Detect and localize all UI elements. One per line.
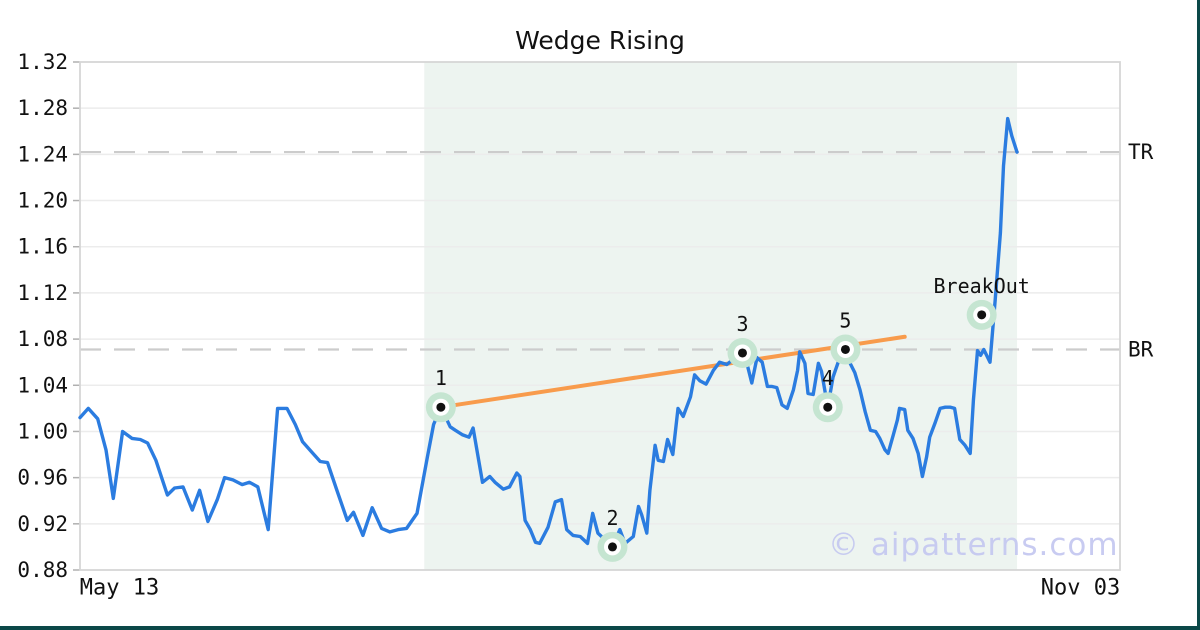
watermark: © aipatterns.com (828, 527, 1119, 563)
marker-dot (607, 542, 617, 552)
y-tick-label: 1.16 (17, 235, 68, 259)
y-tick-label: 1.08 (17, 327, 68, 351)
y-tick-label: 0.92 (17, 512, 68, 536)
marker-dot (436, 402, 446, 412)
marker-dot (737, 348, 747, 358)
x-tick-label: May 13 (80, 576, 159, 601)
marker-dot (840, 344, 850, 354)
y-tick-label: 0.96 (17, 466, 68, 490)
y-tick-label: 1.00 (17, 419, 68, 443)
chart-title: Wedge Rising (515, 26, 685, 55)
wedge-zone (424, 62, 1018, 570)
y-tick-label: 1.24 (17, 142, 68, 166)
y-tick-label: 0.88 (17, 558, 68, 582)
marker-label-1: 1 (435, 366, 447, 390)
marker-label-breakout: BreakOut (934, 274, 1030, 298)
frame-bottom-bar (0, 626, 1200, 630)
y-tick-label: 1.32 (17, 50, 68, 74)
marker-dot (823, 402, 833, 412)
x-tick-label: Nov 03 (1041, 576, 1120, 601)
marker-label-5: 5 (839, 308, 851, 332)
frame-right-bar (1197, 0, 1200, 630)
marker-label-3: 3 (736, 312, 748, 336)
y-tick-label: 1.20 (17, 189, 68, 213)
y-tick-label: 1.04 (17, 373, 68, 397)
level-label-br: BR (1128, 337, 1154, 361)
y-tick-label: 1.12 (17, 281, 68, 305)
marker-label-4: 4 (822, 366, 834, 390)
marker-dot (977, 310, 987, 320)
marker-label-2: 2 (606, 506, 618, 530)
y-tick-label: 1.28 (17, 96, 68, 120)
price-line (78, 116, 1019, 549)
plot-border (79, 61, 1121, 571)
trendline (438, 334, 907, 410)
level-label-tr: TR (1128, 140, 1154, 164)
